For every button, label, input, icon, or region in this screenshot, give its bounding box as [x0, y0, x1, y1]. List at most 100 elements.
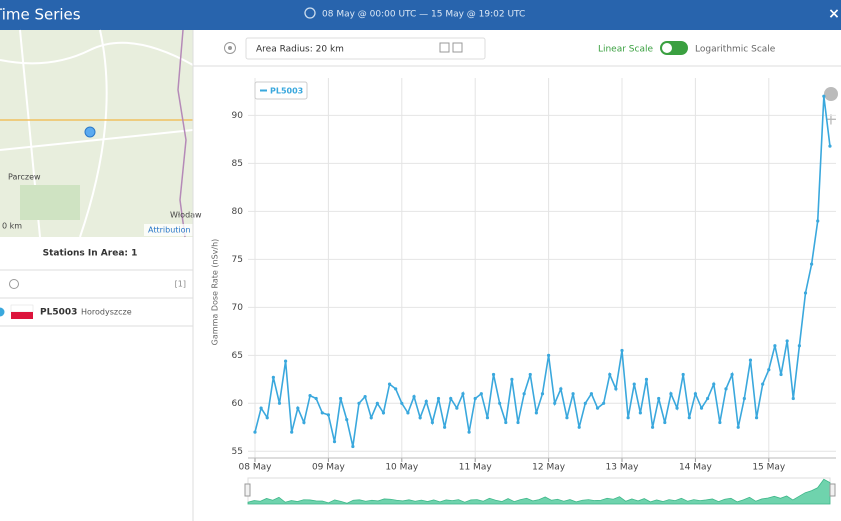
radius-field[interactable]: [245, 37, 486, 60]
point: [614, 387, 618, 391]
y-tick-label: 85: [232, 159, 243, 169]
y-tick-label: 55: [232, 447, 243, 457]
point: [504, 420, 508, 425]
x-tick-label: 13 May: [606, 463, 640, 473]
point: [650, 425, 655, 429]
point: [559, 387, 563, 391]
flag-red: [11, 312, 33, 319]
point: [736, 425, 740, 429]
point: [467, 430, 471, 434]
header-bar: [0, 0, 841, 30]
point: [791, 396, 795, 401]
point: [730, 372, 734, 377]
station-count: [1]: [175, 280, 186, 289]
y-tick-label: 60: [232, 399, 244, 409]
point: [296, 406, 300, 410]
point: [253, 430, 257, 434]
point: [718, 420, 722, 425]
point: [277, 401, 282, 405]
point: [810, 262, 814, 266]
point: [822, 94, 826, 98]
point: [528, 372, 532, 377]
point: [724, 387, 728, 391]
map-label: Włodaw: [170, 211, 202, 220]
point: [608, 372, 612, 377]
close-button[interactable]: ×: [828, 6, 840, 22]
point: [589, 392, 594, 396]
point: [479, 392, 483, 396]
linear-scale[interactable]: Linear Scale: [598, 45, 654, 55]
point: [443, 425, 447, 429]
radius-label: Area Radius: 20 km: [256, 45, 344, 55]
point: [473, 396, 477, 401]
point: [510, 377, 514, 381]
point: [693, 392, 698, 396]
point: [339, 396, 343, 401]
point: [534, 411, 538, 415]
point: [547, 353, 551, 357]
x-tick-label: 12 May: [532, 463, 566, 473]
navigator-handle: [244, 483, 251, 497]
point: [754, 416, 759, 420]
plus-button[interactable]: [452, 42, 463, 53]
navigator-area: [247, 478, 831, 505]
select-all[interactable]: [9, 279, 19, 289]
point: [681, 372, 685, 377]
point: [375, 401, 379, 405]
point: [742, 396, 746, 401]
y-tick-label: 70: [232, 303, 244, 313]
point: [271, 375, 275, 379]
point: [565, 416, 569, 420]
map-scale: 0 km: [2, 222, 22, 231]
x-tick-label: 14 May: [679, 463, 713, 473]
point: [363, 394, 367, 399]
point: [302, 420, 306, 425]
point: [595, 406, 600, 410]
point: [326, 413, 330, 417]
x-tick-label: 08 May: [239, 463, 273, 473]
map[interactable]: Parczew Włodaw 0 km Attribution: [0, 29, 202, 238]
map-forest: [20, 185, 80, 220]
point: [387, 382, 392, 386]
point: [259, 406, 263, 410]
point: [638, 411, 642, 415]
point: [351, 444, 355, 449]
point: [657, 396, 661, 401]
point: [369, 416, 373, 420]
station-select[interactable]: [0, 307, 5, 317]
point: [345, 418, 349, 422]
switch-knob: [662, 43, 672, 53]
radius-toggle[interactable]: [224, 42, 236, 54]
x-tick-label: 11 May: [459, 463, 493, 473]
x-tick-label: 15 May: [752, 463, 786, 473]
point: [418, 416, 422, 420]
log-scale[interactable]: Logarithmic Scale: [695, 45, 776, 55]
point: [773, 344, 777, 348]
clock-icon: [304, 7, 316, 19]
point: [461, 392, 465, 396]
header-title: Time Series: [0, 6, 81, 24]
y-tick-label: 80: [232, 207, 244, 217]
point: [381, 411, 386, 415]
map-roads: [0, 29, 194, 238]
point: [424, 399, 428, 403]
point: [553, 401, 557, 405]
y-tick-label: 65: [232, 351, 243, 361]
info-icon[interactable]: [824, 87, 838, 101]
point: [455, 406, 459, 410]
station-marker[interactable]: [84, 126, 96, 138]
point: [522, 392, 526, 396]
point: [540, 392, 545, 396]
minus-button[interactable]: [439, 42, 450, 53]
date-range: 08 May @ 00:00 UTC — 15 May @ 19:02 UTC: [322, 10, 525, 20]
point: [412, 394, 416, 399]
point: [430, 420, 434, 425]
y-axis-label: Gamma Dose Rate (nSv/h): [211, 239, 220, 346]
attribution[interactable]: Attribution: [148, 226, 191, 235]
point: [436, 396, 441, 401]
point: [283, 359, 288, 363]
point: [828, 144, 832, 148]
point: [449, 396, 453, 401]
point: [669, 392, 673, 396]
point: [803, 291, 808, 295]
